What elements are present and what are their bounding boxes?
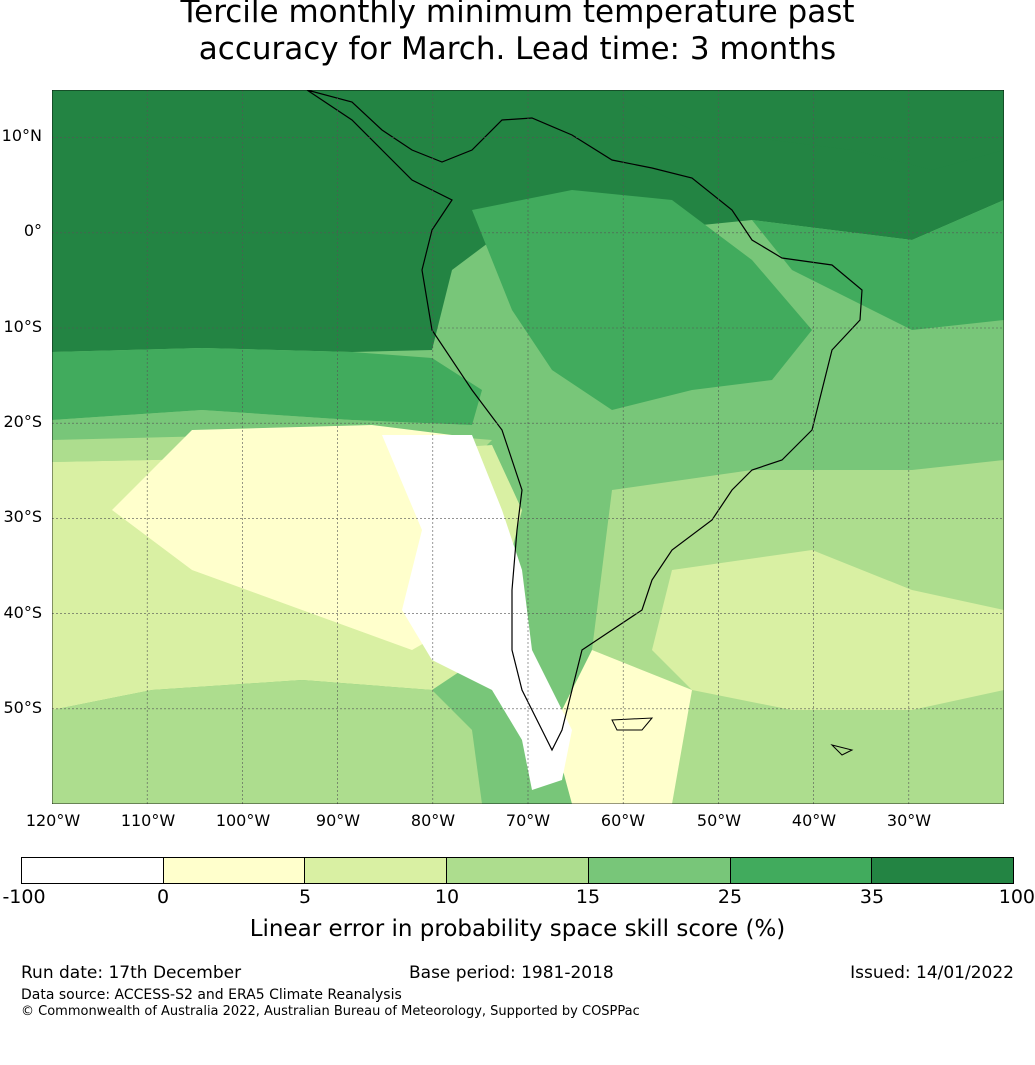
- colorbar-segment-15-25: [588, 858, 731, 883]
- map-canvas: [52, 90, 1004, 804]
- colorbar-segment-10-15: [447, 858, 589, 883]
- colorbar-tick-100: 100: [998, 886, 1035, 908]
- lat-label-10n: 10°N: [1, 126, 42, 145]
- south-america-coastline: [306, 90, 863, 752]
- lon-label-70w: 70°W: [505, 811, 551, 830]
- zone-5-10-south-atlantic: [652, 550, 1004, 710]
- lat-label-20s: 20°S: [3, 412, 42, 431]
- map-gridlines: [52, 90, 1004, 804]
- colorbar-tick-10: 10: [434, 886, 460, 908]
- lon-label-100w: 100°W: [215, 811, 271, 830]
- lon-label-40w: 40°W: [791, 811, 837, 830]
- colorbar: [21, 857, 1014, 884]
- map-title: Tercile monthly minimum temperature past…: [0, 0, 1035, 68]
- zone-35-100-pacific: [52, 90, 1004, 352]
- title-line-2: accuracy for March. Lead time: 3 months: [198, 31, 837, 67]
- base-period: Base period: 1981-2018: [409, 963, 614, 983]
- colorbar-segment-5-10: [305, 858, 448, 883]
- lat-label-30s: 30°S: [3, 507, 42, 526]
- colorbar-segment-25-35: [730, 858, 873, 883]
- zone-25-35-band: [52, 348, 482, 425]
- colorbar-segment-0-5: [163, 858, 306, 883]
- zone-25-35-amazon: [472, 190, 812, 410]
- colorbar-tick-5: 5: [298, 886, 312, 908]
- skill-score-map: [52, 90, 1004, 804]
- lon-label-30w: 30°W: [886, 811, 932, 830]
- lon-label-90w: 90°W: [315, 811, 361, 830]
- lon-label-110w: 110°W: [120, 811, 176, 830]
- colorbar-label: Linear error in probability space skill …: [249, 916, 786, 942]
- colorbar-tick-35: 35: [859, 886, 885, 908]
- south-georgia: [830, 744, 854, 756]
- zone-0-5-patagonia-shelf: [552, 650, 692, 804]
- issued-date: Issued: 14/01/2022: [850, 963, 1014, 983]
- data-source: Data source: ACCESS-S2 and ERA5 Climate …: [21, 987, 402, 1003]
- colorbar-tick-neg100: -100: [2, 886, 46, 908]
- lat-label-40s: 40°S: [3, 603, 42, 622]
- lon-label-120w: 120°W: [25, 811, 81, 830]
- lat-label-0: 0°: [23, 221, 42, 240]
- colorbar-segment-35-100: [872, 858, 1014, 883]
- zone-35-100-atlantic: [612, 90, 1004, 170]
- colorbar-tick-15: 15: [575, 886, 601, 908]
- zone-0-5-south-pacific: [112, 425, 492, 650]
- colorbar-tick-25: 25: [717, 886, 743, 908]
- zone-10-15-south: [52, 680, 482, 804]
- lon-label-50w: 50°W: [696, 811, 742, 830]
- run-date: Run date: 17th December: [21, 963, 242, 983]
- title-line-1: Tercile monthly minimum temperature past: [180, 0, 855, 30]
- colorbar-segment-neg100-0: [22, 858, 164, 883]
- falkland-islands: [611, 717, 654, 731]
- lon-label-80w: 80°W: [410, 811, 456, 830]
- colorbar-tick-0: 0: [156, 886, 170, 908]
- zone-negative-southern-chile: [382, 435, 572, 790]
- copyright: © Commonwealth of Australia 2022, Austra…: [21, 1004, 640, 1019]
- lat-label-50s: 50°S: [3, 698, 42, 717]
- lat-label-10s: 10°S: [3, 317, 42, 336]
- lon-label-60w: 60°W: [600, 811, 646, 830]
